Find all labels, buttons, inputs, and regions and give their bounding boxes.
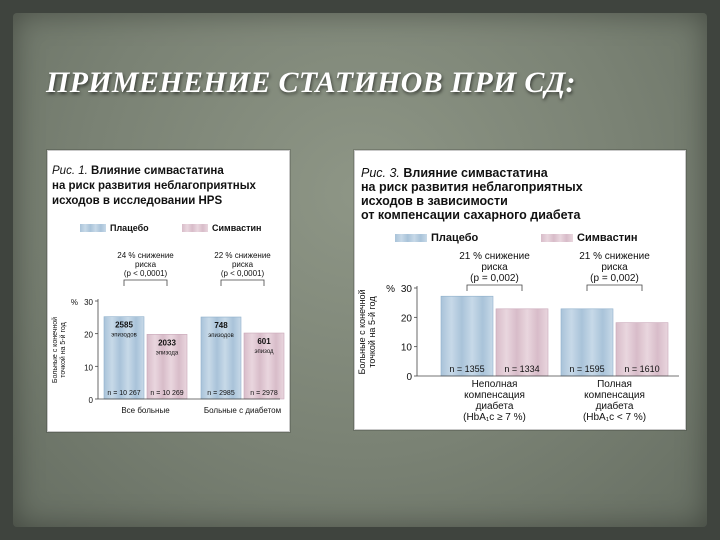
chart1-bracket-2 — [220, 279, 265, 286]
chart1-bar-label-2-1-1: 748 — [214, 321, 228, 330]
chart2-legend-swatch-2 — [541, 234, 573, 242]
chart1-bar-label-1-1-1: 2585 — [115, 321, 133, 330]
chart2-annotation-1-2: риска — [481, 262, 508, 273]
chart2-category-2-line-1: Полная — [597, 379, 632, 390]
chart2-bar-2-1 — [560, 308, 614, 377]
chart1-ylabel-line-1: Больные с конечной — [51, 317, 59, 383]
chart1-ytick-4: 0 — [89, 396, 94, 405]
chart2-annotation-1-1: 21 % снижение — [459, 251, 530, 262]
chart1-caption-line-1: Рис. 1. Влияние симвастатина — [52, 165, 224, 177]
chart1-n-label-1-1: n = 10 267 — [107, 390, 140, 397]
chart1-caption-line-2: на риск развития неблагоприятных — [52, 180, 256, 192]
chart2-n-label-2-2: n = 1610 — [624, 364, 659, 374]
chart1-legend-label-2: Симвастин — [212, 223, 262, 233]
chart2-bar-1-1 — [440, 295, 494, 377]
chart1-annotation-2-1: 22 % снижение — [214, 251, 271, 260]
chart2-category-1-line-4: (HbA₁c ≥ 7 %) — [463, 412, 526, 423]
chart1-annotation-1-3: (p < 0,0001) — [124, 269, 168, 278]
slide-title: ПРИМЕНЕНИЕ СТАТИНОВ ПРИ СД: — [46, 66, 576, 99]
chart1-n-label-2-2: n = 2978 — [250, 390, 278, 397]
chart2-caption-line-1: Рис. 3. Влияние симвастатина — [361, 166, 548, 180]
chart2-annotation-2-1: 21 % снижение — [579, 251, 650, 262]
chart2-annotation-2-3: (p = 0,002) — [590, 273, 639, 284]
chart2-ytick-3: 10 — [401, 343, 413, 354]
chart2-ylabel-line-2: точкой на 5-й год — [367, 296, 377, 368]
chart1-bar-label-2-2-2: эпизод — [254, 349, 274, 355]
chart-panel-2: Рис. 3. Влияние симвастатина на риск раз… — [354, 150, 686, 430]
chart2-caption-line-3: исходов в зависимости — [361, 194, 508, 208]
chart2-svg: Плацебо Симвастин Больные с конечной точкой… — [357, 232, 679, 423]
chart2-annotation-2-2: риска — [601, 262, 628, 273]
chart2-ytick-1: 30 — [401, 284, 413, 295]
chart2-legend-label-2: Симвастин — [577, 232, 638, 244]
chart2-caption-line-2: на риск развития неблагоприятных — [361, 180, 583, 194]
chart1-ytick-1: 30 — [84, 298, 93, 307]
chart1-caption-line-3: исходов в исследовании HPS — [52, 195, 223, 207]
chart1-annotation-1-2: риска — [135, 260, 157, 269]
chart2-bracket-1 — [466, 284, 523, 291]
chart1-bar-2-2 — [243, 332, 285, 400]
chart1-legend-label-1: Плацебо — [110, 223, 149, 233]
chart2-caption-prefix: Рис. 3. — [361, 166, 400, 180]
chart1-n-label-1-2: n = 10 269 — [150, 390, 183, 397]
chart1-bracket-1 — [123, 279, 168, 286]
chart1-ytick-2: 20 — [84, 331, 93, 340]
chart1-annotation-2-2: риска — [232, 260, 254, 269]
chart2-annotation-1-3: (p = 0,002) — [470, 273, 519, 284]
chart1-svg: Плацебо Симвастин Больные с конечной точкой… — [51, 223, 285, 415]
chart2-bar-1-2 — [495, 308, 549, 377]
chart1-annotation-1-1: 24 % снижение — [117, 251, 174, 260]
chart2-ylabel-line-1: Больные с конечной — [357, 289, 367, 374]
chart1-legend-swatch-1 — [80, 224, 106, 232]
chart1-bar-2-1 — [200, 316, 242, 400]
chart1-legend-swatch-2 — [182, 224, 208, 232]
chart2-category-2-line-2: компенсация — [584, 390, 645, 401]
chart1-bar-1-2 — [146, 334, 188, 400]
chart-panel-1: Рис. 1. Влияние симвастатина на риск раз… — [47, 150, 290, 432]
chart1-y-unit: % — [71, 298, 78, 307]
chart1-annotation-2-3: (p < 0,0001) — [221, 269, 265, 278]
chart2-category-1-line-3: диабета — [476, 400, 514, 412]
chart2-ytick-2: 20 — [401, 313, 413, 324]
chart1-n-label-2-1: n = 2985 — [207, 390, 235, 397]
chart2-category-2-line-4: (HbA₁c < 7 %) — [583, 412, 646, 423]
chart1-caption-prefix: Рис. 1. — [52, 165, 88, 177]
chart2-n-label-2-1: n = 1595 — [569, 364, 604, 374]
chart2-category-2-line-3: диабета — [596, 400, 634, 412]
chart2-bar-2-2 — [615, 322, 669, 377]
chart2-legend-label-1: Плацебо — [431, 232, 479, 244]
chart1-ylabel-line-2: точкой на 5-й год — [59, 322, 67, 377]
chart2-n-label-1-1: n = 1355 — [449, 364, 484, 374]
chart2-legend-swatch-1 — [395, 234, 427, 242]
chart2-bracket-2 — [586, 284, 643, 291]
chart1-bar-label-1-2-2: эпизода — [156, 350, 179, 356]
chart1-bar-label-2-1-2: эпизодов — [208, 333, 234, 339]
chart1-bar-label-1-2-1: 2033 — [158, 338, 176, 347]
chart1-bar-1-1 — [103, 316, 145, 400]
chart2-y-unit: % — [386, 284, 395, 295]
chart1-bar-label-2-2-1: 601 — [257, 337, 271, 346]
chart1-category-2-line-1: Больные с диабетом — [204, 406, 281, 415]
chart2-category-1-line-1: Неполная — [472, 379, 518, 390]
chart2-n-label-1-2: n = 1334 — [504, 364, 539, 374]
chart1-category-1-line-1: Все больные — [121, 406, 170, 415]
chart2-category-1-line-2: компенсация — [464, 390, 525, 401]
chart1-ytick-3: 10 — [84, 363, 93, 372]
chart2-caption-line-4: от компенсации сахарного диабета — [361, 208, 581, 222]
chart2-ytick-4: 0 — [406, 372, 412, 383]
chart1-bar-label-1-1-2: эпизодов — [111, 333, 137, 339]
